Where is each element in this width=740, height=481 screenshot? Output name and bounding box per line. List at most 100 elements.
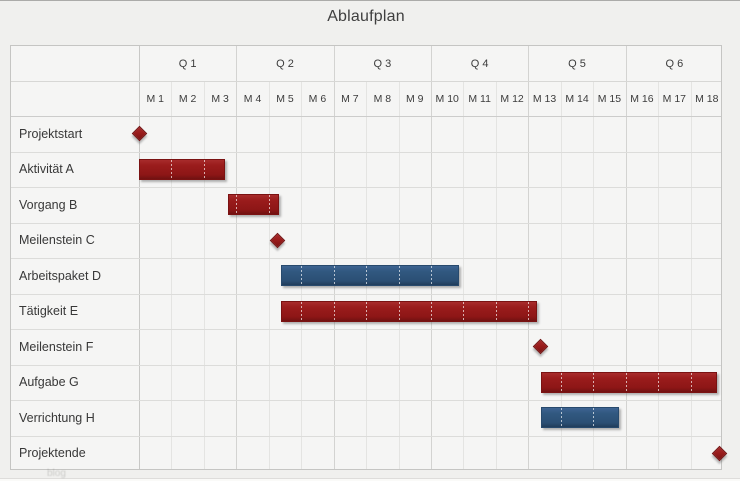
task-label: Arbeitspaket D: [19, 268, 101, 283]
quarter-header-cell: Q 6: [665, 57, 684, 70]
milestone-diamond[interactable]: [711, 445, 727, 462]
bar-month-tick: [430, 266, 432, 285]
row-divider: [11, 400, 721, 401]
gantt-row: Aufgabe G: [11, 365, 723, 401]
month-header-cell: M 15: [597, 92, 622, 105]
bar-month-tick: [463, 301, 465, 321]
quarter-gridline: [431, 46, 432, 469]
gantt-bar[interactable]: [540, 371, 718, 393]
row-divider: [11, 329, 721, 330]
gantt-row: Aktivität A: [11, 152, 723, 188]
chart-title: Ablaufplan: [327, 8, 405, 25]
bar-month-tick: [658, 372, 660, 392]
month-gridline: [203, 81, 205, 469]
gantt-row: Meilenstein C: [11, 223, 723, 259]
milestone-diamond[interactable]: [269, 232, 286, 249]
month-header-cell: M 3: [211, 92, 229, 105]
bar-month-tick: [398, 301, 400, 321]
quarter-header-cell: Q 3: [373, 57, 392, 70]
month-header-cell: M 14: [565, 92, 589, 105]
month-header-cell: M 9: [406, 92, 424, 105]
gantt-bar[interactable]: [139, 158, 225, 180]
quarter-gridline: [333, 46, 335, 469]
gantt-bar[interactable]: [228, 194, 279, 215]
gantt-row: Vorgang B: [11, 187, 723, 223]
bar-month-tick: [690, 372, 692, 392]
gantt-row: Meilenstein F: [11, 329, 723, 365]
bar-month-tick: [593, 372, 595, 392]
month-gridline: [658, 81, 660, 469]
month-header-cell: M 8: [373, 92, 392, 105]
bottom-divider: [0, 478, 740, 481]
task-label: Verrichtung H: [19, 410, 95, 425]
quarter-header-cell: Q 5: [568, 57, 586, 70]
month-header-cell: M 12: [500, 92, 524, 105]
bar-month-tick: [495, 301, 497, 321]
month-gridline: [463, 81, 465, 469]
quarter-header-cell: Q 1: [178, 57, 197, 70]
month-gridline: [690, 81, 692, 469]
bar-month-tick: [268, 195, 270, 214]
bar-month-tick: [333, 301, 335, 321]
task-label: Projektstart: [19, 126, 83, 141]
month-header-cell: M 17: [662, 92, 686, 105]
gantt-table: Q 1 Q 2 Q 3 Q 4 Q 5 Q 6 M 1 M 2 M 3 M 4 M 5 M 6 M 7…: [10, 45, 727, 479]
month-gridline: [593, 81, 595, 469]
quarter-header-cell: Q 4: [470, 57, 489, 70]
row-divider: [11, 222, 721, 224]
bar-month-tick: [593, 408, 595, 427]
row-divider: [11, 187, 721, 188]
bar-month-tick: [333, 266, 335, 285]
task-label: Tätigkeit E: [19, 304, 79, 319]
bar-month-tick: [203, 159, 205, 179]
month-gridline: [495, 81, 497, 469]
month-header-cell: M 5: [276, 92, 294, 105]
month-header-cell: M 2: [178, 92, 197, 105]
gantt-bar[interactable]: [281, 300, 538, 322]
gantt-bar[interactable]: [281, 265, 459, 286]
bar-month-tick: [528, 301, 530, 321]
quarter-header-cell: Q 2: [276, 57, 294, 70]
row-divider: [11, 364, 721, 366]
milestone-diamond[interactable]: [532, 338, 549, 355]
task-label: Meilenstein F: [19, 339, 94, 354]
quarter-gridline: [236, 46, 238, 469]
bar-month-tick: [171, 159, 173, 179]
bar-month-tick: [301, 301, 303, 321]
bar-month-tick: [366, 266, 368, 285]
month-header-cell: M 1: [146, 92, 164, 105]
bar-month-tick: [366, 301, 368, 321]
month-gridline: [560, 81, 562, 469]
month-header-cell: M 11: [468, 92, 491, 105]
bar-month-tick: [236, 195, 238, 214]
bar-month-tick: [430, 301, 432, 321]
quarter-header-divider: [11, 81, 721, 82]
bar-month-tick: [301, 266, 303, 285]
gantt-row: Projektende: [11, 436, 727, 472]
month-header-cell: M 18: [695, 92, 719, 105]
month-header-cell: M 16: [630, 92, 654, 105]
month-header-cell: M 13: [532, 92, 557, 105]
watermark: blog: [47, 468, 66, 479]
bar-month-tick: [560, 372, 562, 392]
month-header-divider: [11, 116, 721, 117]
month-header-cell: M 6: [308, 92, 327, 105]
quarter-gridline: [528, 46, 530, 469]
month-header-cell: M 10: [435, 92, 459, 105]
row-divider: [11, 293, 721, 295]
month-header-cell: M 4: [243, 92, 262, 105]
task-label: Aufgabe G: [19, 375, 79, 390]
gantt-bar[interactable]: [540, 407, 619, 428]
task-label: Vorgang B: [19, 197, 78, 212]
gantt-row: Projektstart: [11, 116, 723, 152]
bar-month-tick: [560, 408, 562, 427]
gantt-row: Arbeitspaket D: [11, 258, 723, 294]
month-gridline: [171, 81, 173, 469]
gantt-row: Verrichtung H: [11, 400, 723, 436]
task-label: Meilenstein C: [19, 233, 95, 248]
month-gridline: [268, 81, 270, 469]
quarter-gridline: [625, 46, 627, 469]
task-label: Projektende: [19, 446, 86, 461]
bar-month-tick: [625, 372, 627, 392]
